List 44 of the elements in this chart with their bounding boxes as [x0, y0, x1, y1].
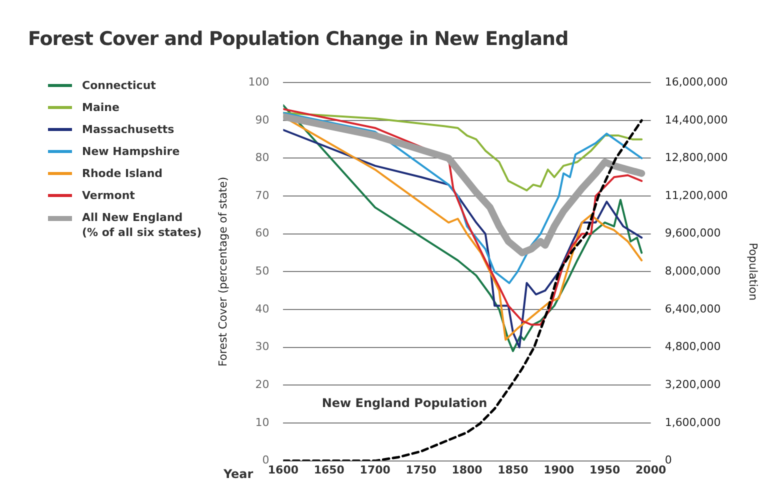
x-tick-label: 2000	[636, 463, 666, 476]
y-tick-label: 10	[255, 416, 270, 429]
y2-tick-label: 9,600,000	[664, 226, 721, 240]
y2-tick-label: 0	[664, 454, 672, 467]
x-axis-title: Year	[222, 466, 254, 481]
chart-title: Forest Cover and Population Change in New England	[27, 27, 570, 52]
y-tick-label: 70	[255, 188, 270, 202]
series-label: New England Population	[322, 396, 488, 410]
legend-label: All New England (% of all six states)	[82, 210, 202, 240]
y2-tick-label: 1,600,000	[664, 416, 721, 429]
x-tick-label: 1950	[590, 463, 621, 476]
legend-label: Vermont	[82, 188, 135, 203]
x-tick-label: 1750	[406, 463, 437, 476]
y2-tick-label: 6,400,000	[664, 302, 721, 316]
y-tick-label: 30	[255, 340, 270, 354]
y-tick-label: 40	[255, 302, 270, 316]
y2-tick-label: 11,200,000	[664, 188, 728, 202]
legend-label: Massachusetts	[82, 122, 174, 137]
y-axis-title: Forest Cover (percentage of state)	[216, 176, 230, 367]
x-tick-label: 1800	[452, 463, 483, 476]
y2-tick-label: 3,200,000	[664, 378, 721, 392]
line-series	[283, 119, 643, 461]
y-tick-label: 80	[255, 151, 270, 164]
legend-label: Rhode Island	[82, 166, 163, 181]
x-tick-label: 1650	[314, 463, 345, 476]
y-tick-label: 100	[248, 75, 270, 88]
y-tick-label: 90	[255, 113, 270, 126]
y-tick-label: 60	[255, 226, 270, 240]
x-tick-label: 1850	[498, 463, 529, 476]
y-tick-label: 50	[255, 264, 270, 278]
y2-tick-label: 16,000,000	[664, 75, 728, 88]
y2-tick-label: 4,800,000	[664, 340, 721, 354]
y-tick-label: 20	[255, 378, 270, 392]
y2-axis-title: Population	[746, 242, 760, 301]
legend-label: Connecticut	[82, 78, 156, 93]
x-tick-label: 1900	[544, 463, 575, 476]
y2-tick-label: 14,400,000	[664, 113, 728, 126]
y2-tick-label: 12,800,000	[664, 151, 728, 164]
legend-label: Maine	[82, 100, 120, 115]
y2-tick-label: 8,000,000	[664, 264, 721, 278]
x-tick-label: 1700	[360, 463, 391, 476]
legend-label: New Hampshire	[82, 144, 180, 159]
x-tick-label: 1600	[268, 463, 299, 476]
y-tick-label: 0	[262, 454, 270, 467]
